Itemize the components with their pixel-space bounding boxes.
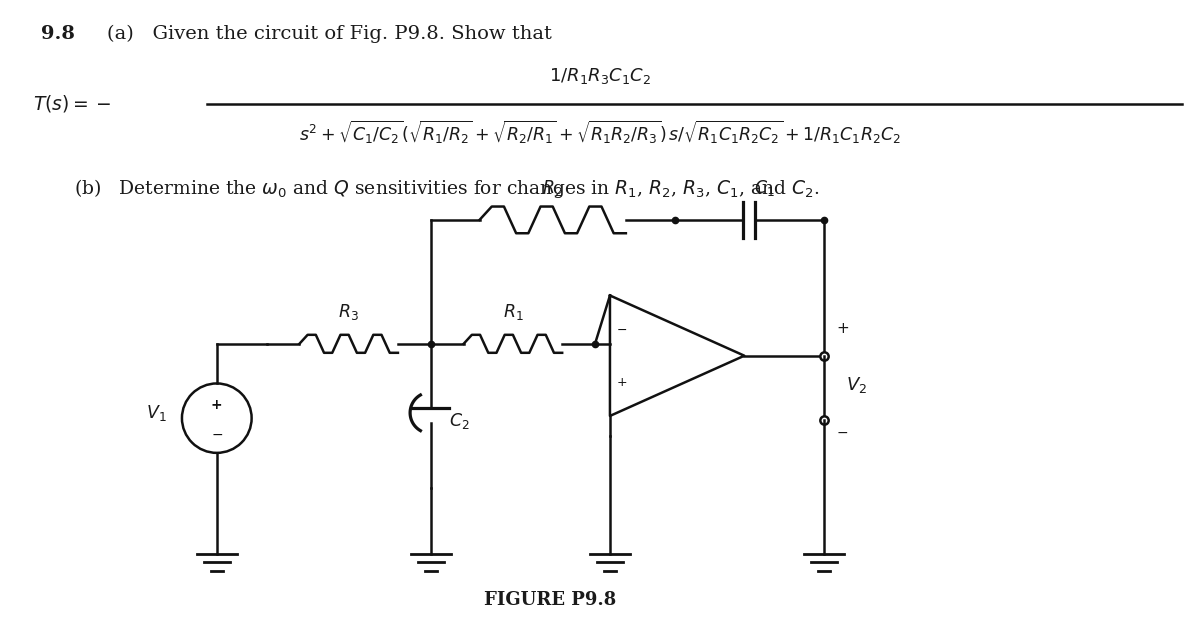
Text: $V_2$: $V_2$ (846, 375, 866, 395)
Text: $C_2$: $C_2$ (449, 411, 469, 431)
Text: (a)   Given the circuit of Fig. P9.8. Show that: (a) Given the circuit of Fig. P9.8. Show… (107, 24, 552, 43)
Text: $-$: $-$ (616, 323, 628, 336)
Text: FIGURE P9.8: FIGURE P9.8 (484, 591, 617, 609)
Text: $s^2 + \sqrt{C_1/C_2}(\sqrt{R_1/R_2} + \sqrt{R_2/R_1} + \sqrt{R_1R_2/R_3})\,s/\s: $s^2 + \sqrt{C_1/C_2}(\sqrt{R_1/R_2} + \… (299, 119, 901, 146)
Text: (b)   Determine the $\omega_0$ and $Q$ sensitivities for changes in $R_1$, $R_2$: (b) Determine the $\omega_0$ and $Q$ sen… (74, 177, 820, 200)
Text: +: + (211, 398, 222, 412)
Text: $T(s) = -$: $T(s) = -$ (32, 93, 110, 115)
Text: $R_3$: $R_3$ (338, 302, 359, 322)
Text: 9.8: 9.8 (41, 24, 74, 43)
Text: $-$: $-$ (836, 425, 848, 439)
Text: $+$: $+$ (836, 321, 850, 336)
Text: $\,V_1$: $\,V_1$ (144, 403, 167, 423)
Text: $R_1$: $R_1$ (503, 302, 523, 322)
Text: $-$: $-$ (211, 427, 223, 441)
Text: $C_1$: $C_1$ (755, 178, 775, 198)
Text: $+$: $+$ (616, 375, 628, 389)
Text: $1/R_1R_3C_1C_2$: $1/R_1R_3C_1C_2$ (550, 66, 650, 86)
Text: $R_2$: $R_2$ (542, 178, 563, 198)
